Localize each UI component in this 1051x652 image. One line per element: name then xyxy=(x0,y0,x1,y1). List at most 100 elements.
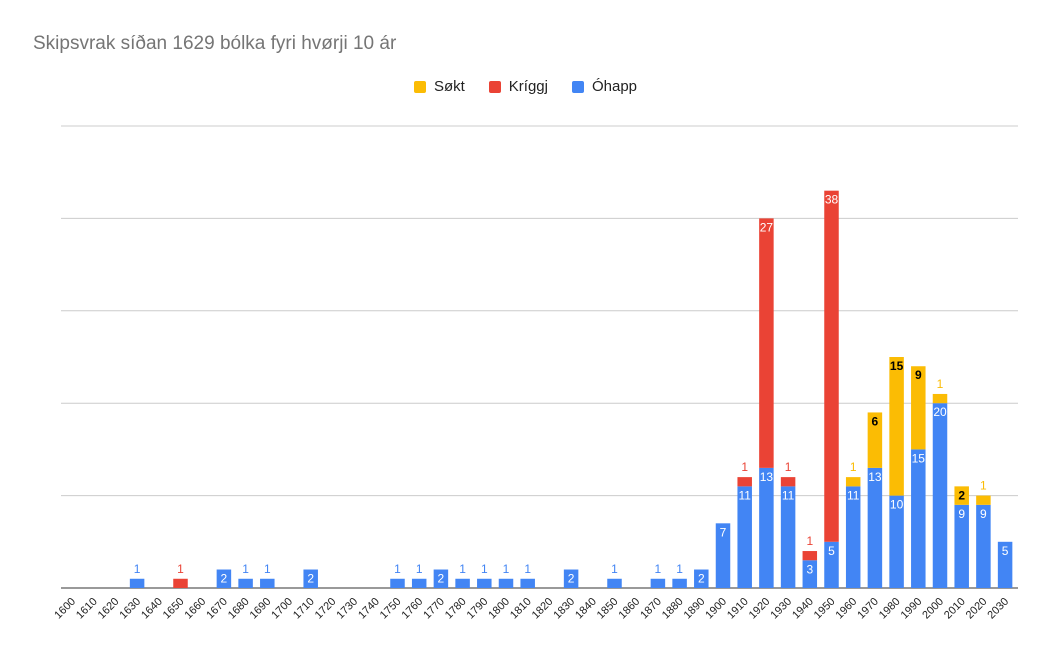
bar-óhapp xyxy=(563,569,579,588)
data-label: 1 xyxy=(785,460,792,474)
x-tick-label: 1760 xyxy=(400,596,426,622)
data-label: 1 xyxy=(481,562,488,576)
x-tick-label: 1820 xyxy=(530,596,556,622)
x-tick-label: 1630 xyxy=(117,596,143,622)
data-label: 2 xyxy=(438,572,445,586)
data-label: 2 xyxy=(221,572,228,586)
data-label: 9 xyxy=(980,507,987,521)
legend-swatch xyxy=(413,80,426,93)
data-label: 38 xyxy=(825,193,839,207)
bar-óhapp xyxy=(845,486,861,588)
x-tick-label: 1940 xyxy=(790,596,816,622)
data-label: 1 xyxy=(264,562,271,576)
bar-kríggj xyxy=(759,218,774,468)
x-tick-label: 1740 xyxy=(356,596,382,622)
bar-søkt xyxy=(976,495,991,505)
bar-óhapp xyxy=(694,569,709,588)
bar-kríggj xyxy=(780,477,796,487)
x-tick-label: 1640 xyxy=(139,596,165,622)
data-label: 1 xyxy=(611,562,618,576)
data-label: 6 xyxy=(872,414,879,428)
x-tick-label: 1660 xyxy=(183,596,209,622)
x-tick-label: 1860 xyxy=(617,596,643,622)
x-tick-label: 1950 xyxy=(812,596,838,622)
bar-óhapp xyxy=(433,569,449,588)
x-tick-label: 1880 xyxy=(660,596,686,622)
legend: Søkt Kríggj Óhapp xyxy=(0,78,1051,95)
x-tick-label: 1750 xyxy=(378,596,404,622)
data-label: 20 xyxy=(933,405,947,419)
legend-swatch xyxy=(488,80,501,93)
data-label: 15 xyxy=(890,359,904,373)
bar-kríggj xyxy=(737,477,752,487)
bar-óhapp xyxy=(498,578,514,588)
bar-søkt xyxy=(867,412,883,468)
data-label: 1 xyxy=(806,534,813,548)
x-tick-label: 1990 xyxy=(899,596,925,622)
x-tick-label: 1700 xyxy=(269,596,295,622)
x-tick-label: 2020 xyxy=(964,596,990,622)
data-label: 13 xyxy=(868,470,882,484)
chart-title: Skipsvrak síðan 1629 bólka fyri hvørji 1… xyxy=(33,33,397,54)
bar-óhapp xyxy=(737,486,752,588)
x-tick-label: 2000 xyxy=(920,596,946,622)
data-label: 27 xyxy=(760,220,774,234)
legend-swatch xyxy=(571,80,584,93)
bar-óhapp xyxy=(759,467,774,588)
bar-óhapp xyxy=(867,467,883,588)
x-tick-label: 1850 xyxy=(595,596,621,622)
data-label: 1 xyxy=(394,562,401,576)
bar-óhapp xyxy=(216,569,232,588)
x-tick-label: 1780 xyxy=(443,596,469,622)
data-label: 9 xyxy=(958,507,965,521)
data-label: 2 xyxy=(958,488,965,502)
data-label: 1 xyxy=(503,562,510,576)
x-tick-label: 1920 xyxy=(747,596,773,622)
x-tick-label: 1840 xyxy=(573,596,599,622)
x-tick-label: 2030 xyxy=(985,596,1011,622)
x-tick-label: 1770 xyxy=(421,596,447,622)
data-label: 1 xyxy=(937,377,944,391)
legend-label: Kríggj xyxy=(508,78,548,95)
data-label: 15 xyxy=(912,451,926,465)
data-label: 11 xyxy=(738,488,751,502)
bar-óhapp xyxy=(780,486,796,588)
x-tick-label: 1610 xyxy=(74,596,100,622)
x-tick-label: 1790 xyxy=(465,596,491,622)
data-label: 1 xyxy=(177,562,184,576)
x-tick-label: 1620 xyxy=(96,596,122,622)
x-tick-label: 1960 xyxy=(834,596,860,622)
data-label: 1 xyxy=(416,562,423,576)
data-label: 9 xyxy=(915,368,922,382)
bar-søkt xyxy=(845,477,861,487)
data-label: 7 xyxy=(720,525,727,539)
x-tick-label: 1930 xyxy=(768,596,794,622)
data-label: 2 xyxy=(307,572,314,586)
x-tick-label: 1670 xyxy=(204,596,230,622)
x-tick-label: 1690 xyxy=(248,596,274,622)
x-tick-label: 1650 xyxy=(161,596,187,622)
legend-item: Søkt xyxy=(413,78,465,95)
bar-óhapp xyxy=(911,449,926,588)
bar-óhapp xyxy=(390,578,405,588)
bar-søkt xyxy=(954,486,969,505)
x-tick-label: 1800 xyxy=(486,596,512,622)
x-tick-label: 2010 xyxy=(942,596,968,622)
data-label: 2 xyxy=(568,572,575,586)
x-tick-label: 1980 xyxy=(877,596,903,622)
bar-óhapp xyxy=(715,523,731,588)
bar-óhapp xyxy=(607,578,622,588)
bar-søkt xyxy=(932,393,948,404)
data-label: 1 xyxy=(242,562,249,576)
bar-óhapp xyxy=(672,578,687,588)
bar-óhapp xyxy=(932,403,948,588)
x-tick-label: 1890 xyxy=(682,596,708,622)
data-label: 1 xyxy=(134,562,141,576)
data-label: 1 xyxy=(850,460,857,474)
bar-óhapp xyxy=(824,541,839,588)
legend-label: Óhapp xyxy=(591,78,638,95)
data-label: 1 xyxy=(459,562,466,576)
bar-óhapp xyxy=(477,578,492,588)
x-tick-label: 1680 xyxy=(226,596,252,622)
